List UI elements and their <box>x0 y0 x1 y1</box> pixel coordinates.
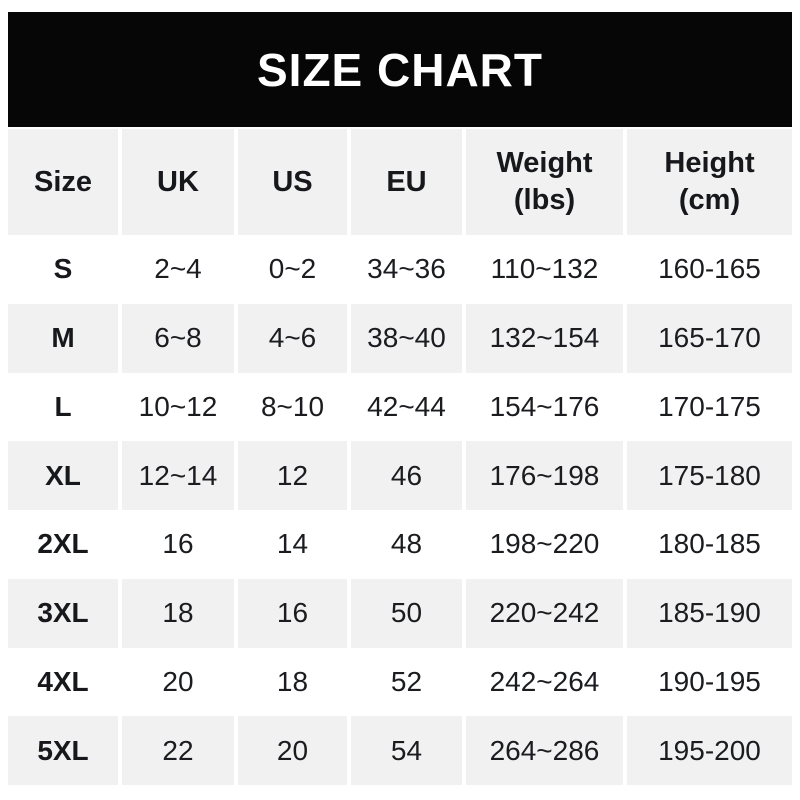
height-cell: 160-165 <box>627 235 792 304</box>
size-chart-page: SIZE CHART Size UK US EU Weight (lbs) <box>0 12 800 800</box>
title-banner: SIZE CHART <box>8 12 792 127</box>
header-cell-weight: Weight (lbs) <box>466 129 623 235</box>
eu-cell: 52 <box>351 647 462 717</box>
table-row-5xl: 5XL 22 20 54 264~286 195-200 <box>8 716 792 785</box>
us-cell: 18 <box>238 647 347 717</box>
uk-cell: 18 <box>122 578 234 648</box>
header-cell-size: Size <box>8 129 118 235</box>
table-row-m: M 6~8 4~6 38~40 132~154 165-170 <box>8 303 792 373</box>
height-cell: 195-200 <box>627 716 792 785</box>
uk-cell: 10~12 <box>122 372 234 442</box>
weight-cell: 154~176 <box>466 372 623 442</box>
weight-cell: 242~264 <box>466 647 623 717</box>
header-cell-eu: EU <box>351 129 462 235</box>
table-row-xl: XL 12~14 12 46 176~198 175-180 <box>8 441 792 510</box>
eu-cell: 54 <box>351 716 462 785</box>
uk-cell: 2~4 <box>122 235 234 304</box>
weight-cell: 176~198 <box>466 441 623 510</box>
eu-cell: 48 <box>351 510 462 579</box>
header-sublabel: (cm) <box>678 184 741 216</box>
header-label: US <box>272 165 313 198</box>
header-label: Size <box>33 165 93 198</box>
header-sublabel: (lbs) <box>513 184 576 216</box>
us-cell: 4~6 <box>238 303 347 373</box>
eu-cell: 46 <box>351 441 462 510</box>
height-cell: 180-185 <box>627 510 792 579</box>
size-cell: M <box>8 303 118 373</box>
size-cell: XL <box>8 441 118 510</box>
size-table: Size UK US EU Weight (lbs) Height (cm) <box>8 129 792 785</box>
uk-cell: 20 <box>122 647 234 717</box>
height-cell: 175-180 <box>627 441 792 510</box>
us-cell: 16 <box>238 578 347 648</box>
us-cell: 0~2 <box>238 235 347 304</box>
page-title: SIZE CHART <box>257 43 543 96</box>
table-row-s: S 2~4 0~2 34~36 110~132 160-165 <box>8 235 792 304</box>
eu-cell: 42~44 <box>351 372 462 442</box>
height-cell: 190-195 <box>627 647 792 717</box>
table-row-2xl: 2XL 16 14 48 198~220 180-185 <box>8 510 792 579</box>
size-cell: 4XL <box>8 647 118 717</box>
eu-cell: 34~36 <box>351 235 462 304</box>
height-cell: 170-175 <box>627 372 792 442</box>
height-cell: 185-190 <box>627 578 792 648</box>
uk-cell: 16 <box>122 510 234 579</box>
size-cell: L <box>8 372 118 442</box>
weight-cell: 198~220 <box>466 510 623 579</box>
us-cell: 14 <box>238 510 347 579</box>
eu-cell: 50 <box>351 578 462 648</box>
height-cell: 165-170 <box>627 303 792 373</box>
header-label: EU <box>386 165 427 198</box>
weight-cell: 264~286 <box>466 716 623 785</box>
table-row-3xl: 3XL 18 16 50 220~242 185-190 <box>8 578 792 648</box>
header-cell-us: US <box>238 129 347 235</box>
us-cell: 8~10 <box>238 372 347 442</box>
header-cell-uk: UK <box>122 129 234 235</box>
uk-cell: 6~8 <box>122 303 234 373</box>
header-label: UK <box>157 165 199 198</box>
us-cell: 12 <box>238 441 347 510</box>
header-cell-height: Height (cm) <box>627 129 792 235</box>
header-label: Weight <box>496 147 593 179</box>
weight-cell: 132~154 <box>466 303 623 373</box>
size-cell: 5XL <box>8 716 118 785</box>
table-header-row: Size UK US EU Weight (lbs) Height (cm) <box>8 129 792 235</box>
uk-cell: 22 <box>122 716 234 785</box>
table-row-l: L 10~12 8~10 42~44 154~176 170-175 <box>8 372 792 442</box>
size-cell: 2XL <box>8 510 118 579</box>
table-row-4xl: 4XL 20 18 52 242~264 190-195 <box>8 647 792 717</box>
weight-cell: 220~242 <box>466 578 623 648</box>
size-cell: S <box>8 235 118 304</box>
us-cell: 20 <box>238 716 347 785</box>
eu-cell: 38~40 <box>351 303 462 373</box>
header-label: Height <box>664 147 755 179</box>
size-cell: 3XL <box>8 578 118 648</box>
weight-cell: 110~132 <box>466 235 623 304</box>
uk-cell: 12~14 <box>122 441 234 510</box>
